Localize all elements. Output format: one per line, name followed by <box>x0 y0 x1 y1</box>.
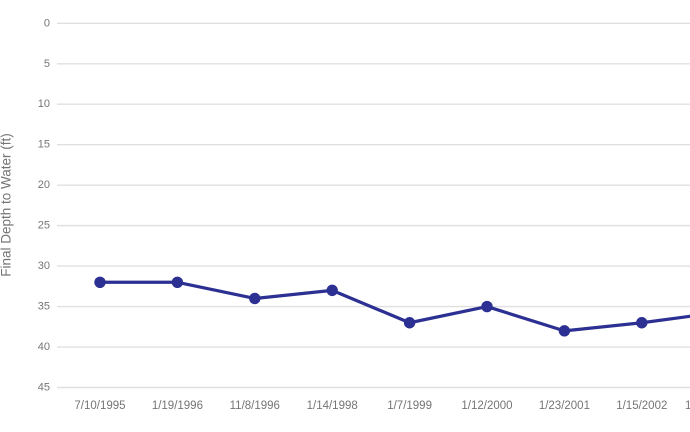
data-point-marker <box>326 284 338 297</box>
x-tick-label-partial: 1 <box>685 400 690 412</box>
y-tick-label: 15 <box>38 139 50 151</box>
y-tick-label: 40 <box>38 341 50 353</box>
x-tick-label: 7/10/1995 <box>74 400 125 412</box>
y-tick-label: 5 <box>44 58 50 70</box>
y-tick-label: 0 <box>44 17 50 29</box>
y-tick-label: 25 <box>38 220 50 232</box>
y-tick-label: 10 <box>38 98 50 110</box>
y-tick-label: 30 <box>38 260 50 272</box>
data-point-marker <box>481 300 493 313</box>
data-point-marker <box>94 276 106 288</box>
x-tick-label: 1/7/1999 <box>387 400 432 412</box>
data-point-marker <box>403 317 416 329</box>
x-tick-label: 1/23/2001 <box>539 400 590 412</box>
x-tick-label: 1/12/2000 <box>461 400 512 412</box>
data-point-marker <box>171 276 184 288</box>
data-point-marker <box>636 317 648 329</box>
x-tick-label: 1/19/1996 <box>152 400 203 412</box>
data-point-marker <box>249 292 261 305</box>
y-tick-label: 45 <box>38 382 50 394</box>
y-tick-label: 20 <box>38 179 50 191</box>
data-point-marker <box>558 325 571 337</box>
x-tick-label: 1/15/2002 <box>616 400 667 412</box>
x-tick-label: 1/14/1998 <box>307 400 358 412</box>
x-tick-label: 11/8/1996 <box>230 400 280 412</box>
y-tick-label: 35 <box>38 301 50 313</box>
